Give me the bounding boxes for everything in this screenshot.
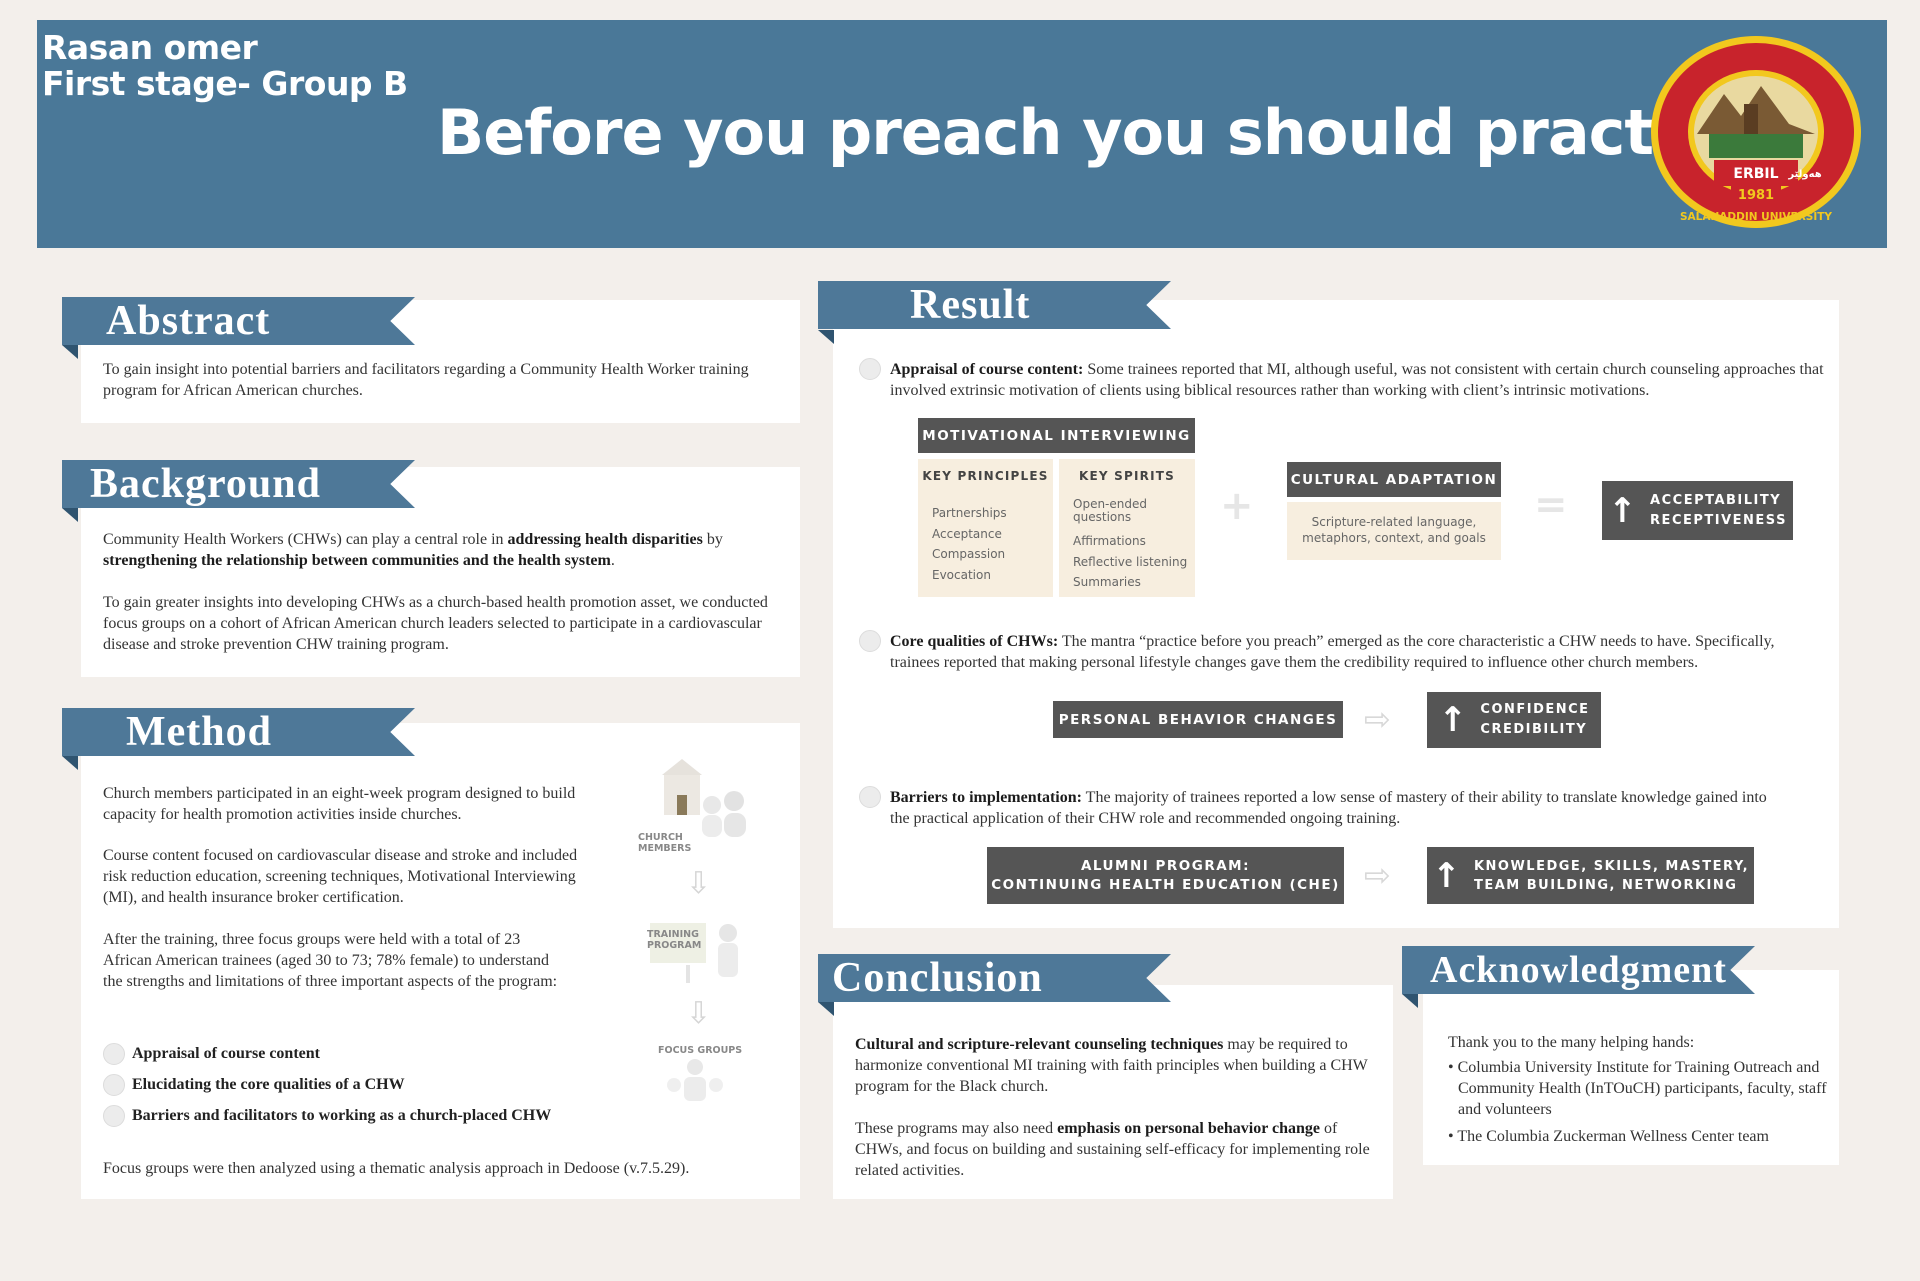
author-group: First stage- Group B xyxy=(42,64,408,103)
poster-title: Before you preach you should practice xyxy=(437,96,1751,169)
equals-icon: = xyxy=(1534,482,1568,528)
result-barriers-text: Barriers to implementation: The majority… xyxy=(890,789,1767,827)
spirit-item: Affirmations xyxy=(1073,534,1146,548)
acknowledgment-item: • The Columbia Zuckerman Wellness Center… xyxy=(1448,1128,1769,1145)
principle-item: Evocation xyxy=(932,567,991,582)
method-paragraph-3: After the training, three focus groups w… xyxy=(103,931,558,990)
key-spirits-box xyxy=(1059,459,1195,597)
diagram-label-training: TRAINING PROGRAM xyxy=(647,929,702,951)
university-seal-logo: ERBIL 1981 هەولێر SALAHADDIN UNIVERSITY xyxy=(1651,36,1861,228)
method-heading: Method xyxy=(62,708,415,756)
result-card xyxy=(833,300,1839,928)
abstract-ribbon-fold xyxy=(62,345,78,359)
up-arrow-icon: ↑ xyxy=(1608,490,1639,531)
abstract-heading: Abstract xyxy=(62,297,415,345)
diagram-label-church: CHURCH MEMBERS xyxy=(638,832,692,854)
key-spirits-header: KEY SPIRITS xyxy=(1079,469,1175,483)
key-principles-header: KEY PRINCIPLES xyxy=(922,469,1049,483)
training-icon xyxy=(650,923,738,983)
svg-text:ERBIL: ERBIL xyxy=(1733,166,1778,182)
conclusion-heading: Conclusion xyxy=(818,954,1171,1002)
confidence-outcome-box: ↑ CONFIDENCE CREDIBILITY xyxy=(1427,692,1601,748)
arrow-right-icon: ⇨ xyxy=(1364,856,1391,894)
header-banner xyxy=(37,20,1887,248)
svg-text:1981: 1981 xyxy=(1738,188,1774,203)
acknowledgment-card xyxy=(1423,970,1839,1165)
svg-text:هەولێر: هەولێر xyxy=(1787,169,1821,180)
result-bullet-1 xyxy=(859,358,881,380)
method-bullet-3 xyxy=(103,1105,125,1127)
key-principles-list: Partnerships Acceptance Compassion Evoca… xyxy=(932,503,1047,585)
acknowledgment-item: • Columbia University Institute for Trai… xyxy=(1448,1059,1827,1118)
abstract-text: To gain insight into potential barriers … xyxy=(103,361,749,399)
confidence-text: CONFIDENCE CREDIBILITY xyxy=(1480,702,1590,737)
knowledge-outcome-box: ↑ KNOWLEDGE, SKILLS, MASTERY, TEAM BUILDI… xyxy=(1427,847,1754,904)
personal-behavior-box: PERSONAL BEHAVIOR CHANGES xyxy=(1053,701,1343,738)
arrow-right-icon: ⇨ xyxy=(1364,700,1391,738)
key-principles-box xyxy=(918,459,1053,597)
result-heading: Result xyxy=(818,281,1171,329)
up-arrow-icon: ↑ xyxy=(1438,700,1469,740)
up-arrow-icon: ↑ xyxy=(1431,855,1462,896)
conclusion-paragraph-1: Cultural and scripture-relevant counseli… xyxy=(855,1036,1368,1095)
focus-group-icon xyxy=(667,1059,723,1101)
cultural-adaptation-box: CULTURAL ADAPTATION xyxy=(1287,462,1501,497)
background-heading: Background xyxy=(62,460,415,508)
conclusion-paragraph-2: These programs may also need emphasis on… xyxy=(855,1120,1370,1179)
author-block: Rasan omer First stage- Group B xyxy=(42,30,408,102)
result-ribbon-fold xyxy=(818,330,834,344)
acceptability-text: ACCEPTABILITY RECEPTIVENESS xyxy=(1650,492,1787,528)
plus-icon: + xyxy=(1220,483,1254,529)
method-item-1: Appraisal of course content xyxy=(132,1045,320,1062)
acknowledgment-heading: Acknowledgment xyxy=(1402,946,1755,994)
diagram-label-focus: FOCUS GROUPS xyxy=(658,1045,743,1056)
author-name: Rasan omer xyxy=(42,28,258,67)
knowledge-text: KNOWLEDGE, SKILLS, MASTERY, TEAM BUILDING… xyxy=(1473,858,1750,893)
arrow-down-icon: ⇩ xyxy=(686,996,712,1031)
method-ribbon-fold xyxy=(62,756,78,770)
background-ribbon-fold xyxy=(62,508,78,522)
conclusion-ribbon-fold xyxy=(818,1002,834,1016)
spirit-item: Open-ended questions xyxy=(1073,497,1147,524)
conclusion-card xyxy=(833,985,1393,1199)
spirit-item: Reflective listening xyxy=(1073,554,1188,569)
result-appraisal-text: Appraisal of course content: Some traine… xyxy=(890,361,1824,399)
method-paragraph-2: Course content focused on cardiovascular… xyxy=(103,847,578,906)
background-paragraph-2: To gain greater insights into developing… xyxy=(103,594,768,653)
background-paragraph-1: Community Health Workers (CHWs) can play… xyxy=(103,531,723,569)
principle-item: Acceptance xyxy=(932,526,1002,541)
principle-item: Partnerships xyxy=(932,506,1007,520)
principle-item: Compassion xyxy=(932,547,1006,561)
method-bullet-1 xyxy=(103,1043,125,1065)
alumni-program-box: ALUMNI PROGRAM: CONTINUING HEALTH EDUCATI… xyxy=(987,847,1344,904)
method-item-3: Barriers and facilitators to working as … xyxy=(132,1107,552,1124)
method-bullet-2 xyxy=(103,1074,125,1096)
key-spirits-list: Open-ended questions Affirmations Reflec… xyxy=(1073,498,1191,593)
method-paragraph-1: Church members participated in an eight-… xyxy=(103,785,576,823)
svg-text:SALAHADDIN UNIVERSITY: SALAHADDIN UNIVERSITY xyxy=(1680,211,1832,223)
result-core-qualities-text: Core qualities of CHWs: The mantra “prac… xyxy=(890,633,1775,671)
result-bullet-2 xyxy=(859,630,881,652)
result-bullet-3 xyxy=(859,786,881,808)
method-footer: Focus groups were then analyzed using a … xyxy=(103,1160,690,1177)
acknowledgment-ribbon-fold xyxy=(1402,994,1418,1008)
acceptability-outcome-box: ↑ ACCEPTABILITY RECEPTIVENESS xyxy=(1602,481,1793,540)
method-item-2: Elucidating the core qualities of a CHW xyxy=(132,1076,405,1093)
arrow-down-icon: ⇩ xyxy=(686,866,712,901)
cultural-adaptation-text: Scripture-related language, metaphors, c… xyxy=(1302,515,1486,545)
acknowledgment-intro: Thank you to the many helping hands: xyxy=(1448,1034,1695,1051)
church-icon xyxy=(662,759,746,837)
cultural-adaptation-detail xyxy=(1287,502,1501,560)
spirit-item: Summaries xyxy=(1073,575,1141,589)
mi-header-box: MOTIVATIONAL INTERVIEWING xyxy=(918,418,1195,453)
